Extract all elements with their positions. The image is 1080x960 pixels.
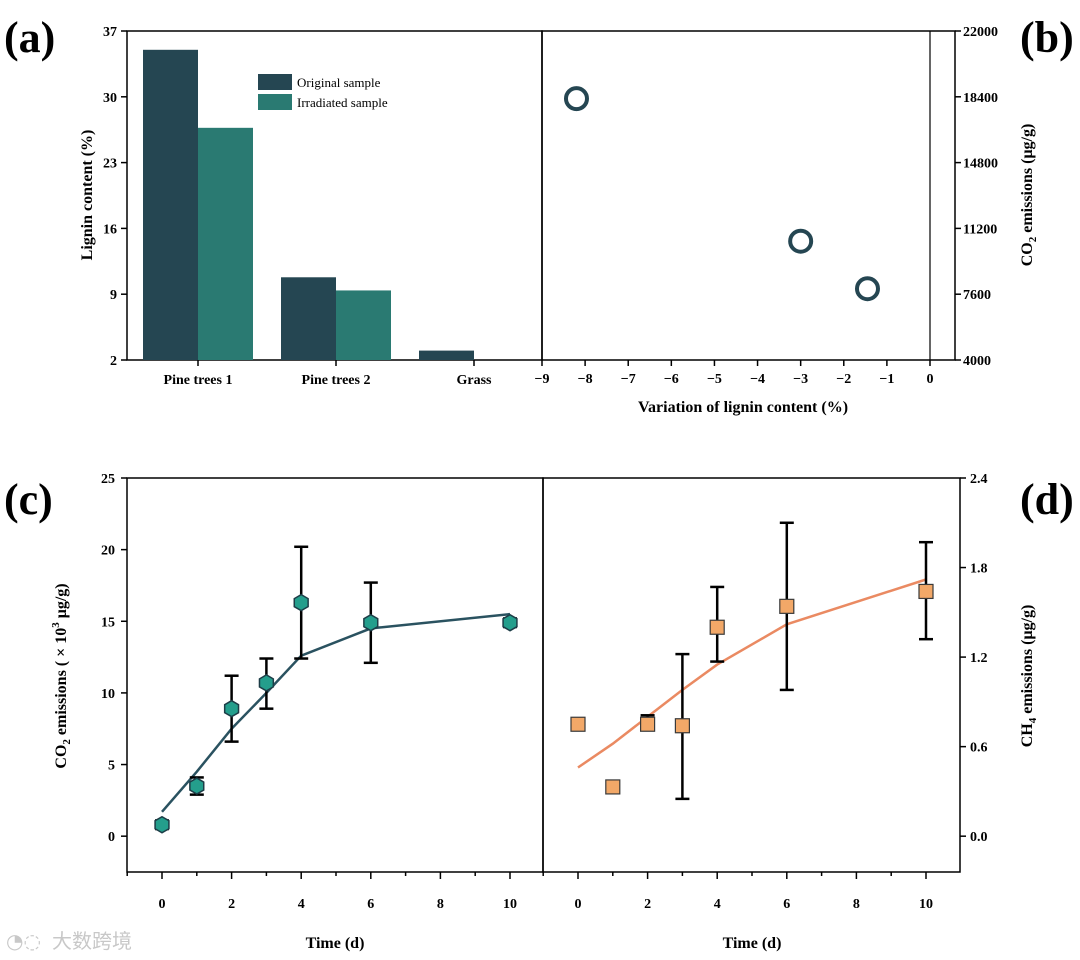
panel-b-xtick-label: −5 <box>707 372 722 387</box>
panel-a-bar-original <box>419 350 474 360</box>
panel-d-frame <box>542 477 961 873</box>
panel-b-xtick-label: 0 <box>927 372 934 387</box>
panel-a-bar-chart: 2 9 16 23 30 37 Pine trees 1 Pine trees 2 Grass <box>103 25 543 388</box>
panel-label-b: (b) <box>1020 13 1074 62</box>
panel-a-xtick-label: Grass <box>457 373 493 388</box>
panel-b-ytick-label: 14800 <box>963 157 998 172</box>
panel-a-xtick-label: Pine trees 2 <box>302 373 371 388</box>
panel-c-xtick-label: 6 <box>367 897 374 912</box>
panel-b-xtick-label: −3 <box>793 372 808 387</box>
panel-d-ytick-label: 0.6 <box>970 741 988 756</box>
panel-c-xtick-label: 0 <box>159 897 166 912</box>
panel-c-ylabel: CO2 emissions ( × 103 μg/g) <box>50 583 73 768</box>
panel-b-scatter-chart: −9 −8 −7 −6 −5 −4 −3 −2 −1 0 4000 7600 11200 14800 184… <box>535 25 998 387</box>
panel-d-data-point <box>918 583 934 600</box>
panel-d-xtick-label: 8 <box>853 897 860 912</box>
legend-label-irradiated: Irradiated sample <box>297 95 388 110</box>
panel-a-bar-original <box>281 277 336 360</box>
panel-b-ylabel: CO2 emissions (μg/g) <box>1019 124 1039 267</box>
panel-d-xtick-label: 10 <box>919 897 933 912</box>
panel-b-xtick-label: −9 <box>535 372 550 387</box>
panel-c-xlabel: Time (d) <box>306 935 365 952</box>
panel-label-a: (a) <box>4 13 55 62</box>
panel-b-xtick-label: −6 <box>664 372 679 387</box>
panel-d-fit-line <box>577 578 927 769</box>
watermark: ◔◌ 大数跨境 <box>6 929 132 953</box>
panel-a-ytick-label: 9 <box>110 288 117 303</box>
panel-d-data-point <box>639 716 656 732</box>
panel-c-ytick-label: 20 <box>101 544 115 559</box>
panel-c-data-point <box>154 815 170 834</box>
panel-label-c: (c) <box>4 475 53 524</box>
panel-d-ytick-label: 1.8 <box>970 562 988 577</box>
watermark-logo-icon: ◔◌ <box>6 929 41 953</box>
panel-c-frame <box>126 477 544 873</box>
panel-c-ytick-label: 5 <box>108 759 115 774</box>
panel-d-xtick-label: 0 <box>575 897 582 912</box>
panel-c-co2-time-chart: 0 2 4 6 8 10 0 5 10 15 20 25 <box>101 472 544 912</box>
panel-d-data-point <box>570 716 586 732</box>
panel-a-bar-original <box>143 49 198 361</box>
panel-c-data-point <box>258 674 275 692</box>
panel-c-data-point <box>189 777 205 795</box>
legend-label-original: Original sample <box>297 75 381 90</box>
panel-d-data-point <box>674 718 691 734</box>
panel-a-ytick-label: 16 <box>103 222 117 237</box>
panel-c-ytick-label: 0 <box>108 830 115 845</box>
panel-c-ytick-label: 15 <box>101 615 115 630</box>
watermark-text: 大数跨境 <box>52 929 132 953</box>
panel-b-ytick-label: 22000 <box>963 25 998 40</box>
panel-d-ytick-label: 2.4 <box>970 472 988 487</box>
panel-d-xtick-label: 6 <box>783 897 790 912</box>
legend-swatch-irradiated <box>258 94 292 110</box>
panel-d-xlabel: Time (d) <box>723 935 782 952</box>
panel-d-xtick-label: 4 <box>714 897 721 912</box>
panel-b-ytick-label: 7600 <box>963 288 991 303</box>
panel-a-xtick-label: Pine trees 1 <box>164 373 233 388</box>
panel-c-data-point <box>223 699 240 718</box>
panel-b-point <box>563 86 589 112</box>
panel-c-data-point <box>293 593 309 612</box>
panel-c-ytick-label: 10 <box>101 687 115 702</box>
panel-label-d: (d) <box>1020 475 1074 524</box>
panel-b-xtick-label: −2 <box>836 372 851 387</box>
panel-c-xtick-label: 10 <box>503 897 517 912</box>
panel-a-ytick-label: 30 <box>103 91 117 106</box>
panel-a-bar-irradiated <box>336 290 391 360</box>
panel-b-xtick-label: −1 <box>879 372 894 387</box>
panel-a-ylabel: Lignin content (%) <box>79 130 96 261</box>
panel-d-ch4-time-chart: 0 2 4 6 8 10 0.0 0.6 1.2 1.8 2.4 <box>542 472 988 912</box>
panel-c-xtick-label: 4 <box>298 897 305 912</box>
panel-a-legend: Original sample Irradiated sample <box>258 74 388 110</box>
panel-a-ytick-label: 2 <box>110 354 117 369</box>
panel-a-bar-irradiated <box>198 127 253 360</box>
panel-c-data-point <box>363 613 379 632</box>
panel-c-xtick-label: 2 <box>228 897 235 912</box>
panel-b-xtick-label: −7 <box>621 372 636 387</box>
panel-d-data-point <box>605 779 621 795</box>
panel-a-ytick-label: 23 <box>103 157 117 172</box>
legend-swatch-original <box>258 74 292 90</box>
panel-b-point <box>788 228 814 254</box>
panel-b-xtick-label: −8 <box>578 372 593 387</box>
panel-a-ytick-label: 37 <box>103 25 117 40</box>
panel-d-xtick-label: 2 <box>644 897 651 912</box>
panel-b-ytick-label: 11200 <box>963 222 997 237</box>
panel-b-ytick-label: 4000 <box>963 354 991 369</box>
panel-c-ytick-label: 25 <box>101 472 115 487</box>
panel-b-xlabel: Variation of lignin content (%) <box>638 399 848 416</box>
panel-d-data-point <box>779 598 795 614</box>
panel-d-ylabel: CH4 emissions (μg/g) <box>1019 605 1039 748</box>
panel-b-point <box>854 276 880 302</box>
panel-c-fit-line <box>161 612 511 813</box>
panel-b-frame <box>541 30 956 361</box>
panel-d-ytick-label: 0.0 <box>970 830 988 845</box>
panel-b-xtick-label: −4 <box>750 372 765 387</box>
panel-b-ytick-label: 18400 <box>963 91 998 106</box>
panel-c-xtick-label: 8 <box>437 897 444 912</box>
panel-c-data-point <box>502 613 518 632</box>
panel-d-data-point <box>709 619 725 635</box>
panel-d-ytick-label: 1.2 <box>970 651 988 666</box>
